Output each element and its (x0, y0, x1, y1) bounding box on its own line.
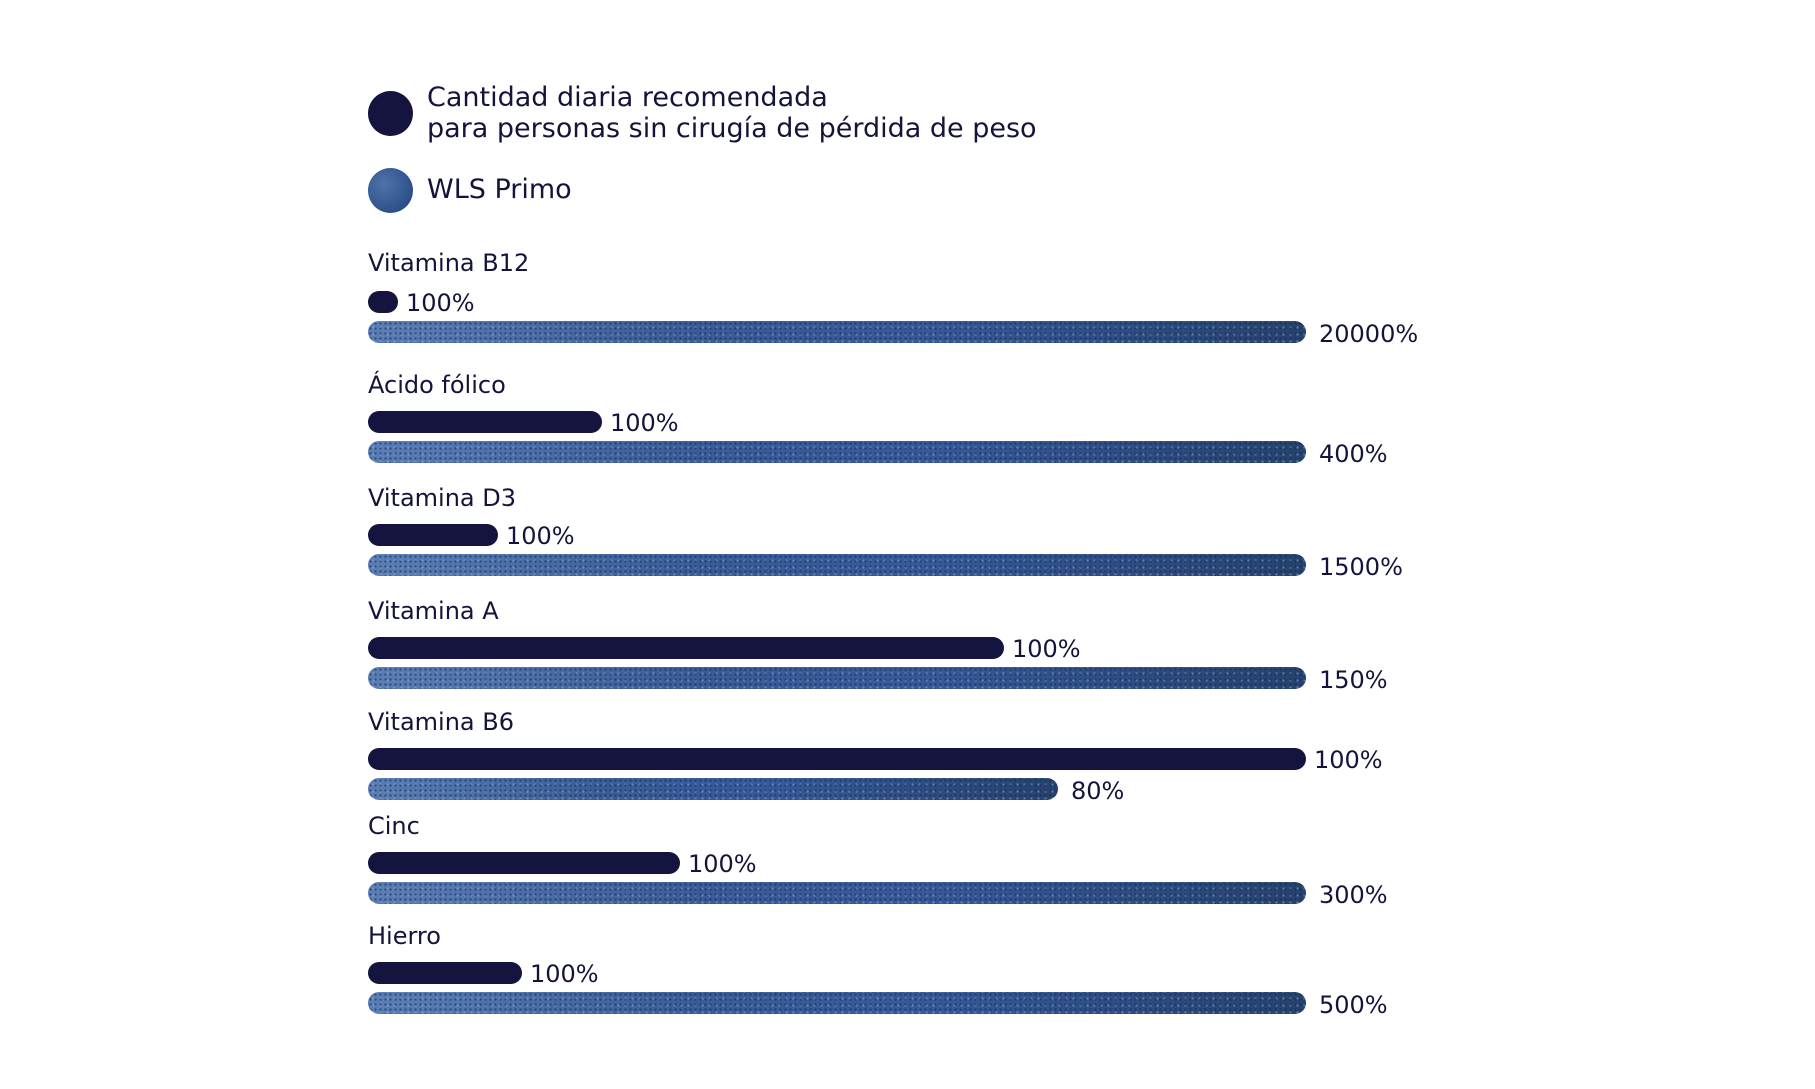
legend-label-rda: Cantidad diaria recomendada para persona… (427, 82, 1037, 144)
value-label-wls: 1500% (1319, 553, 1403, 581)
bar-wls (368, 882, 1306, 904)
bar-rda (368, 852, 680, 874)
value-label-rda: 100% (610, 409, 679, 437)
value-label-rda: 100% (530, 960, 599, 988)
legend-label-rda-line-2: para personas sin cirugía de pérdida de … (427, 113, 1037, 144)
category-label: Vitamina D3 (368, 484, 517, 512)
category-label: Vitamina B12 (368, 249, 530, 277)
value-label-rda: 100% (1314, 746, 1383, 774)
value-label-rda: 100% (688, 850, 757, 878)
value-label-rda: 100% (506, 522, 575, 550)
category-label: Vitamina B6 (368, 708, 515, 736)
value-label-wls: 80% (1071, 777, 1125, 805)
value-label-rda: 100% (1012, 635, 1081, 663)
bar-rda (368, 524, 498, 546)
bar-wls (368, 992, 1306, 1014)
bar-rda (368, 962, 522, 984)
value-label-rda: 100% (406, 289, 475, 317)
bar-wls (368, 778, 1058, 800)
bar-wls (368, 441, 1306, 463)
bar-rda (368, 637, 1004, 659)
value-label-wls: 300% (1319, 881, 1388, 909)
legend-label-wls: WLS Primo (427, 174, 572, 205)
legend-swatch-rda (368, 91, 413, 136)
bar-wls (368, 554, 1306, 576)
category-label: Vitamina A (368, 597, 499, 625)
category-label: Hierro (368, 922, 441, 950)
legend-swatch-wls (368, 168, 413, 213)
value-label-wls: 20000% (1319, 320, 1419, 348)
bar-wls (368, 667, 1306, 689)
value-label-wls: 500% (1319, 991, 1388, 1019)
legend-label-rda-line-1: Cantidad diaria recomendada (427, 82, 828, 113)
bar-rda (368, 748, 1306, 770)
value-label-wls: 150% (1319, 666, 1388, 694)
bar-wls (368, 321, 1306, 343)
category-label: Ácido fólico (368, 371, 506, 399)
category-label: Cinc (368, 812, 420, 840)
bar-rda (368, 291, 398, 313)
value-label-wls: 400% (1319, 440, 1388, 468)
legend-label-wls-line-1: WLS Primo (427, 174, 572, 205)
bar-rda (368, 411, 602, 433)
